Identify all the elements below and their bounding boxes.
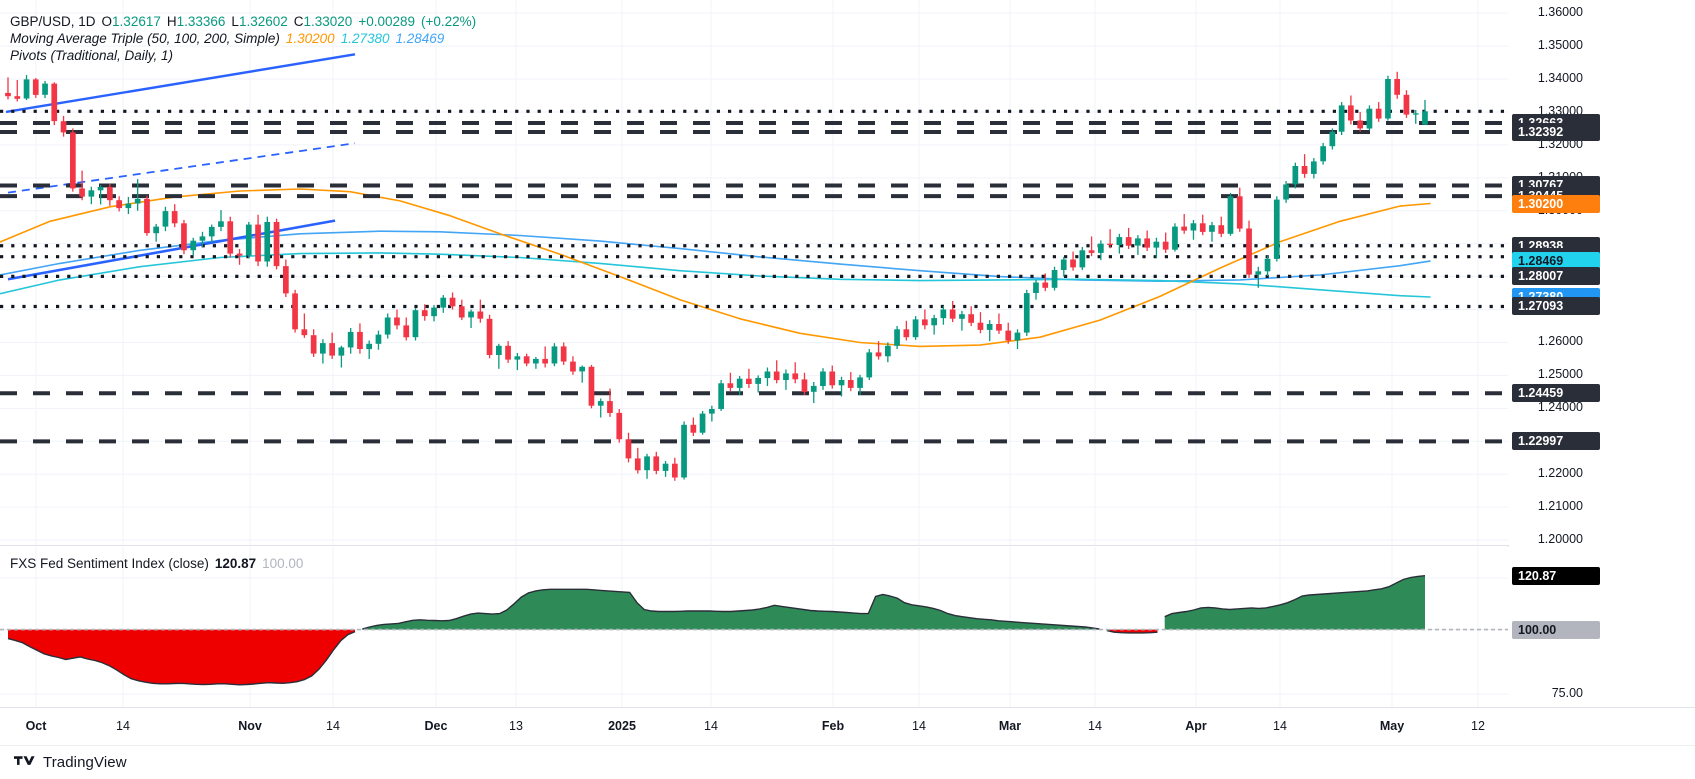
- sentiment-baseline: 100.00: [262, 556, 304, 571]
- price-tag-1.24459[interactable]: 1.24459: [1512, 384, 1600, 403]
- legend-ma50-value: 1.30200: [285, 31, 335, 46]
- price-tag-1.32392[interactable]: 1.32392: [1512, 122, 1600, 141]
- tradingview-mark-icon: [14, 755, 35, 765]
- price-tick-label: 1.25000: [1537, 367, 1583, 382]
- price-tick-label: 1.24000: [1537, 400, 1583, 415]
- time-tick-label: Feb: [821, 719, 845, 733]
- legend-open: 1.32617: [112, 14, 161, 29]
- sentiment-tag-120.87[interactable]: 120.87: [1512, 566, 1600, 585]
- price-tick-label: 1.36000: [1537, 5, 1583, 20]
- chart-footer: TradingView: [0, 745, 1695, 779]
- price-scale[interactable]: 1.360001.350001.340001.330001.320001.310…: [1508, 0, 1695, 547]
- legend-low: 1.32602: [238, 14, 288, 29]
- price-tick-label: 1.35000: [1537, 38, 1583, 53]
- time-tick-label: Mar: [998, 719, 1022, 733]
- price-tag-1.28007[interactable]: 1.28007: [1512, 267, 1600, 286]
- legend-change: +0.00289: [358, 14, 415, 29]
- legend-row-moving-average[interactable]: Moving Average Triple (50, 100, 200, Sim…: [10, 30, 476, 47]
- time-scale[interactable]: Oct 14 Nov 14 Dec 13 2025 14 Feb 14 Mar 14 Apr 14 May 1…: [0, 707, 1695, 746]
- chart-legend: GBP/USD, 1D O1.32617 H1.33366 L1.32602 C1.33…: [10, 13, 476, 64]
- sentiment-indicator-pane[interactable]: FXS Fed Sentiment Index (close) 120.87 100…: [0, 547, 1508, 707]
- price-tick-label: 1.26000: [1537, 334, 1583, 349]
- time-tick-label: 14: [326, 719, 340, 733]
- legend-high: 1.33366: [176, 14, 226, 29]
- time-tick-label: 14: [1273, 719, 1287, 733]
- price-tick-label: 1.22000: [1537, 466, 1583, 481]
- price-chart-canvas: [0, 0, 1508, 545]
- time-tick-label: Nov: [238, 719, 262, 733]
- sentiment-tag-100.00[interactable]: 100.00: [1512, 620, 1600, 639]
- tradingview-wordmark: TradingView: [43, 754, 127, 771]
- time-tick-label: Dec: [424, 719, 448, 733]
- time-tick-label: 14: [1088, 719, 1102, 733]
- time-tick-label: Oct: [25, 719, 47, 733]
- price-tag-1.22997[interactable]: 1.22997: [1512, 432, 1600, 451]
- sentiment-value: 120.87: [214, 556, 257, 571]
- legend-row-symbol[interactable]: GBP/USD, 1D O1.32617 H1.33366 L1.32602 C1.33…: [10, 14, 477, 29]
- time-tick-label: 14: [116, 719, 130, 733]
- time-tick-label: 14: [912, 719, 926, 733]
- price-tag-1.30200[interactable]: 1.30200: [1512, 195, 1600, 214]
- price-tick-label: 1.21000: [1537, 499, 1583, 514]
- price-tag-1.28469[interactable]: 1.28469: [1512, 252, 1600, 271]
- sentiment-scale[interactable]: 75.00 120.87 100.00: [1508, 547, 1695, 707]
- tradingview-logo[interactable]: TradingView: [14, 754, 127, 771]
- legend-ma100-value: 1.27380: [340, 31, 390, 46]
- price-tag-1.27093[interactable]: 1.27093: [1512, 297, 1600, 316]
- sentiment-chart-canvas: [0, 547, 1508, 707]
- price-tick-label: 1.34000: [1537, 71, 1583, 86]
- sentiment-title: FXS Fed Sentiment Index (close): [10, 556, 209, 571]
- legend-ma200-value: 1.28469: [395, 31, 445, 46]
- legend-close: 1.33020: [303, 14, 353, 29]
- pane-divider: [0, 545, 1508, 546]
- sentiment-tick-label: 75.00: [1551, 686, 1583, 701]
- legend-pivots-title: Pivots (Traditional, Daily, 1): [10, 48, 174, 63]
- time-tick-label: 2025: [608, 719, 636, 733]
- sentiment-legend[interactable]: FXS Fed Sentiment Index (close) 120.87 100…: [10, 556, 303, 571]
- price-tick-label: 1.20000: [1537, 532, 1583, 547]
- legend-change-percent: (+0.22%): [421, 14, 477, 29]
- time-tick-label: May: [1379, 719, 1405, 733]
- price-chart-pane[interactable]: GBP/USD, 1D O1.32617 H1.33366 L1.32602 C1.33…: [0, 0, 1508, 545]
- time-tick-label: 14: [704, 719, 718, 733]
- time-tick-label: 13: [509, 719, 523, 733]
- time-tick-label: Apr: [1185, 719, 1207, 733]
- legend-symbol: GBP/USD, 1D: [10, 14, 96, 29]
- legend-row-pivots[interactable]: Pivots (Traditional, Daily, 1): [10, 47, 476, 64]
- time-tick-label: 12: [1471, 719, 1485, 733]
- legend-ma-title: Moving Average Triple (50, 100, 200, Sim…: [10, 31, 280, 46]
